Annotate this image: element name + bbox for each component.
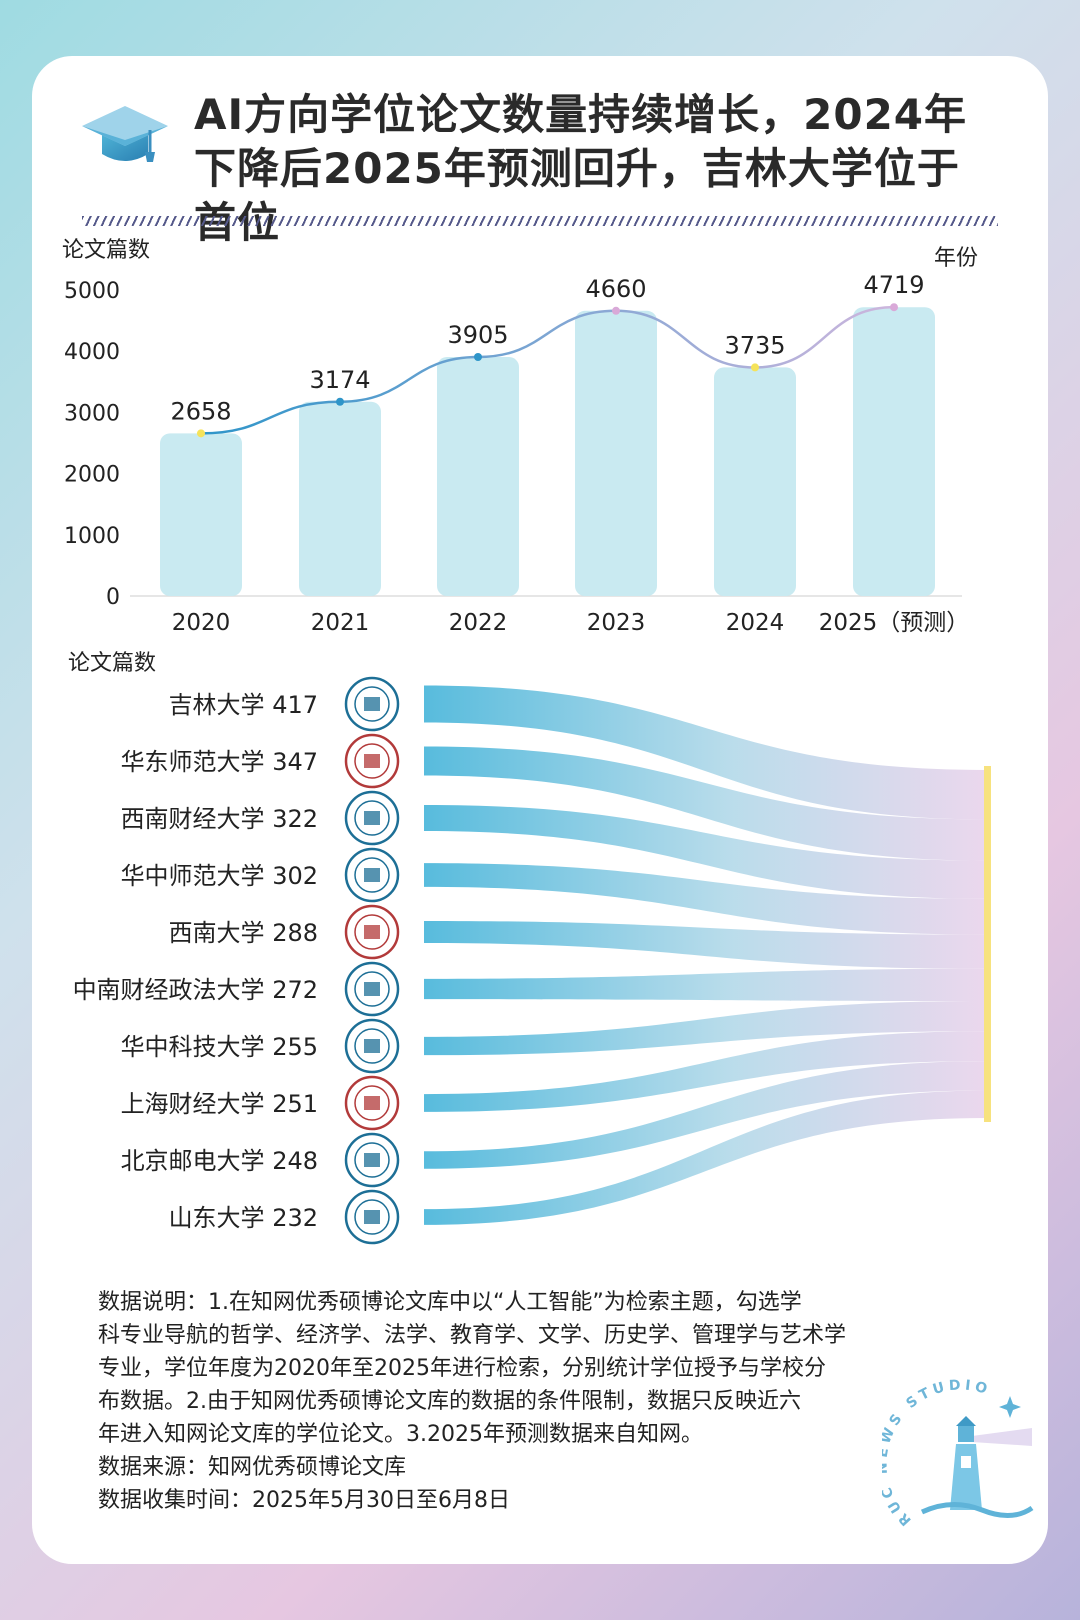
bar [299, 401, 381, 596]
jilin-university-seal-icon [344, 676, 400, 732]
note-line: 数据说明：1.在知网优秀硕博论文库中以“人工智能”为检索主题，勾选学 [98, 1290, 802, 1315]
bar [714, 367, 796, 596]
flow-band [424, 1031, 986, 1112]
university-label: 北京邮电大学 248 [121, 1147, 318, 1175]
y-tick-label: 3000 [64, 401, 120, 426]
collection-time: 数据收集时间：2025年5月30日至6月8日 [98, 1488, 510, 1513]
swu-seal-icon [344, 904, 400, 960]
graduation-cap-icon [82, 106, 168, 162]
trend-point [751, 363, 759, 372]
data-label: 2658 [170, 397, 231, 425]
university-label: 华东师范大学 347 [121, 748, 318, 776]
trend-point [612, 306, 620, 315]
flow-band [424, 804, 986, 899]
university-label: 山东大学 232 [169, 1204, 318, 1232]
note-line: 年进入知网论文库的学位论文。3.2025年预测数据来自知网。 [98, 1422, 703, 1447]
note-line: 专业，学位年度为2020年至2025年进行检索，分别统计学位授予与学校分 [98, 1356, 826, 1381]
data-label: 4719 [863, 271, 924, 299]
lighthouse-logo: RUC NEWS STUDIO [882, 1377, 1034, 1529]
data-source: 数据来源：知网优秀硕博论文库 [98, 1455, 407, 1480]
x-tick-label: 2021 [311, 610, 370, 636]
hust-seal-icon [344, 1018, 400, 1074]
data-label: 3174 [309, 366, 370, 394]
y-tick-label: 0 [106, 585, 120, 610]
data-label: 3905 [447, 321, 508, 349]
note-line: 布数据。2.由于知网优秀硕博论文库的数据的条件限制，数据只反映近六 [98, 1389, 801, 1414]
trend-line [200, 305, 895, 435]
swufe-seal-icon [344, 790, 400, 846]
data-label: 4660 [585, 275, 646, 303]
bar-chart: 0 1000 2000 3000 4000 5000 2658 2020 3174 2021 390… [64, 271, 970, 636]
trend-point [197, 429, 205, 438]
x-tick-label: 2024 [726, 610, 785, 636]
ccnu-seal-icon [344, 847, 400, 903]
university-label: 西南财经大学 322 [121, 805, 318, 833]
flow-band [424, 1001, 986, 1056]
trend-point [474, 353, 482, 362]
y-tick-label: 2000 [64, 463, 120, 488]
flow-band [424, 863, 986, 935]
target-bar [984, 766, 991, 1122]
x-tick-label: 2022 [449, 610, 508, 636]
page-title: AI方向学位论文数量持续增长，2024年下降后2025年预测回升，吉林大学位于首… [194, 90, 968, 247]
sankey-ylabel: 论文篇数 [68, 651, 157, 676]
sufe-seal-icon [344, 1075, 400, 1131]
bupt-seal-icon [344, 1132, 400, 1188]
flow-band [424, 685, 986, 820]
title-divider [82, 216, 998, 226]
data-notes: 数据说明：1.在知网优秀硕博论文库中以“人工智能”为检索主题，勾选学 科专业导航… [98, 1286, 898, 1517]
x-tick-label: 2025（预测） [819, 610, 970, 636]
sdu-seal-icon [344, 1189, 400, 1245]
zuel-seal-icon [344, 961, 400, 1017]
ecnu-seal-icon [344, 733, 400, 789]
trend-point [336, 397, 344, 406]
flow-band [424, 1061, 986, 1169]
university-label: 吉林大学 417 [169, 691, 318, 719]
x-tick-label: 2023 [587, 610, 646, 636]
note-line: 科专业导航的哲学、经济学、法学、教育学、文学、历史学、管理学与艺术学 [98, 1323, 847, 1348]
bar-chart-ylabel: 论文篇数 [62, 238, 151, 263]
data-label: 3735 [724, 331, 785, 359]
university-label: 上海财经大学 251 [121, 1090, 318, 1118]
trend-point [890, 303, 898, 312]
bar [437, 357, 519, 596]
university-label: 中南财经政法大学 272 [73, 976, 318, 1004]
university-label: 华中师范大学 302 [121, 862, 318, 890]
y-tick-label: 5000 [64, 279, 120, 304]
university-label: 西南大学 288 [169, 919, 318, 947]
y-tick-label: 4000 [64, 340, 120, 365]
flow-band [424, 968, 986, 1002]
flow-band [424, 1090, 986, 1225]
y-tick-label: 1000 [64, 524, 120, 549]
university-label: 华中科技大学 255 [121, 1033, 318, 1061]
x-tick-label: 2020 [172, 610, 231, 636]
bar [575, 310, 657, 596]
flow-band [424, 920, 986, 969]
university-sankey-chart: 吉林大学 417 华东师范大学 347 西南财经大学 322 华中师范大学 302 西南… [73, 676, 991, 1245]
bar-chart-xlabel: 年份 [934, 246, 979, 271]
bar [160, 433, 242, 596]
flow-band [424, 746, 986, 861]
bar [853, 307, 935, 596]
